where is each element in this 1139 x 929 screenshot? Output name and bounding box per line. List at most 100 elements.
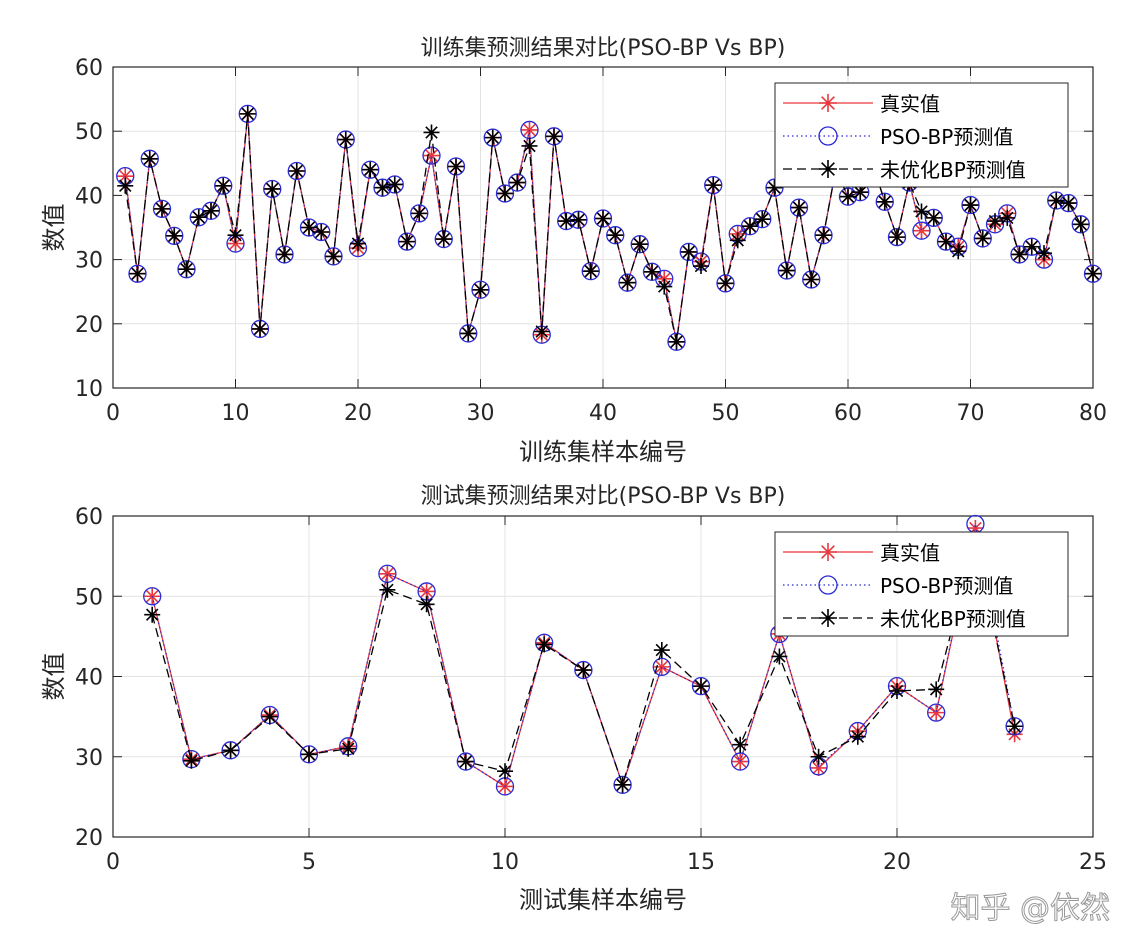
y-tick-label: 20 bbox=[75, 313, 103, 338]
data-point bbox=[143, 587, 162, 606]
data-point bbox=[250, 319, 270, 339]
data-point bbox=[128, 264, 147, 283]
data-point bbox=[521, 137, 538, 154]
data-point bbox=[928, 704, 945, 721]
data-point bbox=[221, 741, 240, 760]
data-point bbox=[574, 660, 593, 680]
legend-marker bbox=[819, 94, 837, 112]
data-point bbox=[810, 759, 827, 776]
data-point bbox=[509, 174, 526, 191]
data-point bbox=[840, 188, 856, 205]
data-point bbox=[521, 121, 538, 138]
watermark: 知乎 @依然 bbox=[950, 891, 1110, 925]
data-point bbox=[546, 128, 562, 145]
data-point bbox=[301, 746, 317, 763]
data-point bbox=[950, 243, 967, 260]
data-point bbox=[924, 208, 943, 228]
series-1 bbox=[143, 514, 1024, 796]
data-point bbox=[456, 752, 475, 771]
data-point bbox=[570, 211, 587, 228]
x-tick-label: 60 bbox=[834, 401, 862, 426]
chart-1: 0 5 10 15 20 25 20 30 40 50 60 测试集预测结果对比(PSO-BP Vs … bbox=[40, 484, 1107, 914]
data-point bbox=[889, 682, 905, 699]
x-tick-label: 70 bbox=[957, 401, 985, 426]
data-point bbox=[652, 657, 671, 677]
chart-0: 0 10 20 30 40 50 60 70 80102030405060训练集预测结果对比(P… bbox=[40, 36, 1107, 466]
data-point bbox=[644, 263, 660, 280]
data-point bbox=[729, 232, 746, 249]
data-point bbox=[974, 230, 991, 247]
data-point bbox=[460, 325, 477, 342]
data-point bbox=[680, 243, 697, 260]
data-point bbox=[238, 104, 257, 124]
data-point bbox=[276, 246, 293, 263]
data-point bbox=[129, 265, 146, 282]
data-point bbox=[928, 681, 945, 698]
data-point bbox=[178, 261, 195, 278]
y-tick-label: 40 bbox=[75, 184, 103, 209]
data-point bbox=[557, 211, 576, 231]
data-point bbox=[814, 226, 833, 245]
data-point bbox=[595, 210, 611, 227]
data-point bbox=[558, 213, 575, 230]
data-point bbox=[732, 753, 749, 770]
data-point bbox=[716, 274, 735, 293]
data-point bbox=[875, 192, 894, 211]
data-point bbox=[446, 157, 466, 176]
data-point bbox=[340, 740, 357, 757]
data-point bbox=[1005, 717, 1024, 736]
legend-label: 未优化BP预测值 bbox=[880, 607, 1026, 631]
x-tick-label: 25 bbox=[1079, 850, 1107, 875]
data-point bbox=[299, 745, 319, 764]
x-tick-label: 15 bbox=[687, 850, 715, 875]
x-axis-label: 训练集样本编号 bbox=[519, 438, 687, 466]
data-point bbox=[423, 124, 440, 141]
data-point bbox=[618, 273, 637, 292]
legend-label: 未优化BP预测值 bbox=[880, 158, 1026, 182]
data-point bbox=[606, 226, 625, 245]
data-point bbox=[810, 748, 827, 765]
x-tick-label: 30 bbox=[467, 401, 495, 426]
data-point bbox=[497, 185, 513, 202]
x-tick-label: 20 bbox=[344, 401, 372, 426]
data-point bbox=[386, 176, 403, 193]
data-point bbox=[379, 581, 396, 598]
data-point bbox=[287, 161, 306, 181]
data-point bbox=[581, 262, 600, 281]
data-point bbox=[140, 149, 159, 168]
data-point bbox=[742, 218, 758, 235]
legend-marker bbox=[819, 160, 837, 178]
data-point bbox=[422, 146, 441, 165]
data-point bbox=[410, 204, 429, 223]
data-point bbox=[362, 161, 379, 178]
data-point bbox=[693, 258, 709, 275]
data-point bbox=[227, 227, 244, 244]
data-point bbox=[261, 708, 278, 725]
data-point bbox=[667, 332, 686, 351]
data-point bbox=[152, 199, 172, 219]
series-2 bbox=[117, 105, 1101, 350]
data-point bbox=[189, 208, 208, 227]
data-point bbox=[791, 199, 807, 216]
data-point bbox=[313, 223, 330, 240]
data-point bbox=[613, 775, 632, 794]
legend-label: 真实值 bbox=[880, 92, 940, 116]
data-point bbox=[789, 198, 809, 217]
data-point bbox=[203, 202, 219, 219]
data-point bbox=[361, 160, 380, 179]
data-point bbox=[607, 227, 624, 244]
data-point bbox=[117, 177, 134, 194]
data-point bbox=[1022, 237, 1041, 256]
data-point bbox=[961, 195, 980, 215]
data-point bbox=[778, 262, 795, 279]
data-point bbox=[1036, 245, 1052, 262]
data-point bbox=[397, 232, 417, 251]
x-tick-label: 40 bbox=[589, 401, 617, 426]
y-tick-label: 30 bbox=[75, 746, 103, 771]
legend-label: 真实值 bbox=[880, 541, 940, 565]
data-point bbox=[154, 200, 170, 217]
x-tick-label: 5 bbox=[302, 850, 316, 875]
y-tick-label: 30 bbox=[75, 249, 103, 274]
